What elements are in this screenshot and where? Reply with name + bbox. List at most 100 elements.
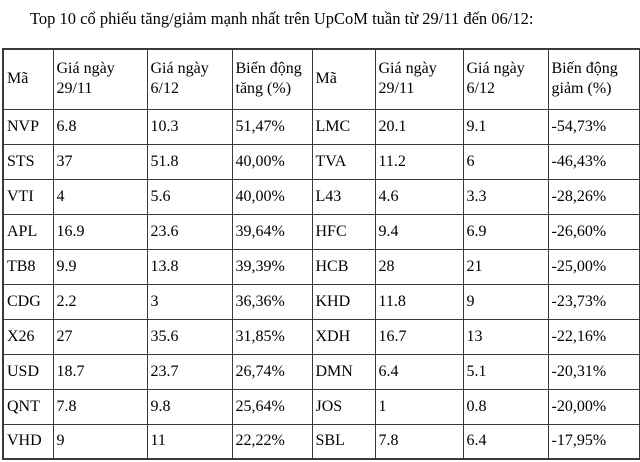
value-cell: 6.9 [462,213,549,250]
value-cell: 22,22% [231,423,313,460]
value-cell: 5.1 [462,353,549,390]
value-cell: 21 [462,248,549,285]
page-title: Top 10 cổ phiếu tăng/giảm mạnh nhất trên… [30,9,534,28]
value-cell: 35.6 [146,318,233,355]
column-header: Giá ngày 6/12 [146,48,233,110]
table-row: X26 27 35.6 31,85% XDH 16.7 13 -22,16% [2,318,640,355]
column-header: Giá ngày 29/11 [52,48,148,110]
value-cell: 1 [374,388,464,425]
value-cell: 7.8 [52,388,148,425]
value-cell: -20,00% [547,388,640,425]
ticker-cell: TVA [311,143,376,180]
table-header-row: Mã Giá ngày 29/11 Giá ngày 6/12 Biến động t… [2,48,640,110]
value-cell: 9.4 [374,213,464,250]
value-cell: 16.9 [52,213,148,250]
value-cell: 2.2 [52,283,148,320]
table-row: TB8 9.9 13.8 39,39% HCB 28 21 -25,00% [2,248,640,285]
ticker-cell: TB8 [2,248,54,285]
column-header: Biến động tăng (%) [231,48,313,110]
value-cell: 7.8 [374,423,464,460]
value-cell: -23,73% [547,283,640,320]
ticker-cell: DMN [311,353,376,390]
value-cell: 3.3 [462,178,549,215]
value-cell: 11.2 [374,143,464,180]
value-cell: 37 [52,143,148,180]
column-header: Mã [2,48,54,110]
ticker-cell: HCB [311,248,376,285]
column-header: Giá ngày 6/12 [462,48,549,110]
ticker-cell: APL [2,213,54,250]
table-row: VTI 4 5.6 40,00% L43 4.6 3.3 -28,26% [2,178,640,215]
value-cell: 9 [462,283,549,320]
ticker-cell: USD [2,353,54,390]
table-body: NVP 6.8 10.3 51,47% LMC 20.1 9.1 -54,73% STS 37 51… [2,108,640,460]
ticker-cell: VHD [2,423,54,460]
value-cell: 40,00% [231,143,313,180]
value-cell: 11 [146,423,233,460]
value-cell: 6.4 [374,353,464,390]
value-cell: 25,64% [231,388,313,425]
value-cell: 40,00% [231,178,313,215]
value-cell: 20.1 [374,108,464,145]
value-cell: -22,16% [547,318,640,355]
value-cell: 51.8 [146,143,233,180]
value-cell: -17,95% [547,423,640,460]
value-cell: -25,00% [547,248,640,285]
value-cell: 51,47% [231,108,313,145]
ticker-cell: HFC [311,213,376,250]
value-cell: 13 [462,318,549,355]
value-cell: 23.6 [146,213,233,250]
ticker-cell: STS [2,143,54,180]
table-row: QNT 7.8 9.8 25,64% JOS 1 0.8 -20,00% [2,388,640,425]
ticker-cell: CDG [2,283,54,320]
value-cell: 9.8 [146,388,233,425]
table-row: USD 18.7 23.7 26,74% DMN 6.4 5.1 -20,31% [2,353,640,390]
ticker-cell: KHD [311,283,376,320]
value-cell: 9.1 [462,108,549,145]
value-cell: 27 [52,318,148,355]
value-cell: 23.7 [146,353,233,390]
table-row: STS 37 51.8 40,00% TVA 11.2 6 -46,43% [2,143,640,180]
value-cell: 4 [52,178,148,215]
ticker-cell: X26 [2,318,54,355]
ticker-cell: NVP [2,108,54,145]
column-header: Mã [311,48,376,110]
value-cell: 11.8 [374,283,464,320]
column-header: Biến động giảm (%) [547,48,640,110]
ticker-cell: L43 [311,178,376,215]
value-cell: 5.6 [146,178,233,215]
value-cell: 13.8 [146,248,233,285]
table-row: APL 16.9 23.6 39,64% HFC 9.4 6.9 -26,60% [2,213,640,250]
value-cell: -26,60% [547,213,640,250]
value-cell: 9 [52,423,148,460]
value-cell: 16.7 [374,318,464,355]
ticker-cell: XDH [311,318,376,355]
value-cell: 6.8 [52,108,148,145]
value-cell: 9.9 [52,248,148,285]
value-cell: -28,26% [547,178,640,215]
value-cell: 26,74% [231,353,313,390]
value-cell: -54,73% [547,108,640,145]
value-cell: 0.8 [462,388,549,425]
ticker-cell: LMC [311,108,376,145]
stock-table: Mã Giá ngày 29/11 Giá ngày 6/12 Biến động t… [2,48,640,460]
value-cell: 3 [146,283,233,320]
value-cell: 6.4 [462,423,549,460]
value-cell: 18.7 [52,353,148,390]
ticker-cell: VTI [2,178,54,215]
value-cell: 36,36% [231,283,313,320]
value-cell: 4.6 [374,178,464,215]
value-cell: 6 [462,143,549,180]
ticker-cell: QNT [2,388,54,425]
table-row: CDG 2.2 3 36,36% KHD 11.8 9 -23,73% [2,283,640,320]
column-header: Giá ngày 29/11 [374,48,464,110]
value-cell: -46,43% [547,143,640,180]
value-cell: 39,39% [231,248,313,285]
value-cell: 28 [374,248,464,285]
ticker-cell: JOS [311,388,376,425]
value-cell: 10.3 [146,108,233,145]
value-cell: 31,85% [231,318,313,355]
ticker-cell: SBL [311,423,376,460]
value-cell: 39,64% [231,213,313,250]
